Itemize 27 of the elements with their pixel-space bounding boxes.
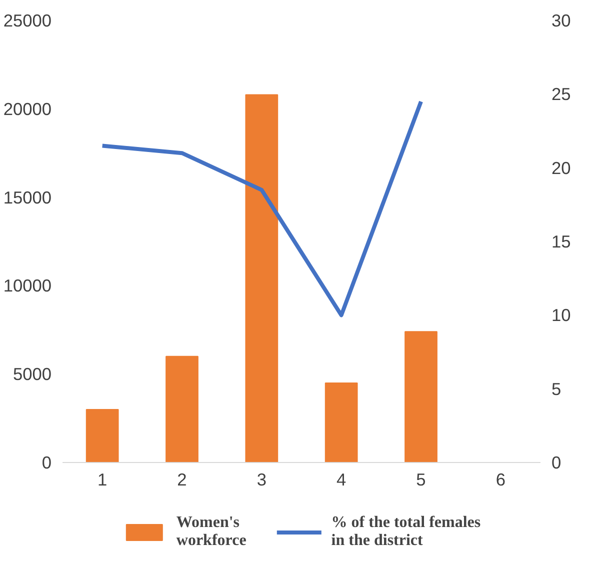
bar	[245, 94, 278, 462]
legend-label: % of the total females in the district	[331, 514, 481, 550]
y2-tick-label: 5	[552, 378, 562, 399]
y2-tick-label: 20	[552, 158, 571, 178]
bar	[166, 356, 198, 462]
x-tick-label: 2	[177, 470, 187, 490]
x-tick-label: 1	[98, 470, 108, 490]
x-tick-label: 3	[256, 470, 266, 490]
legend-label: Women's workforce	[176, 514, 246, 550]
y2-tick-label: 30	[552, 10, 571, 30]
y-tick-label: 5000	[12, 364, 52, 384]
y-tick-label: 25000	[3, 10, 52, 30]
y2-tick-label: 25	[552, 84, 571, 104]
y2-tick-label: 10	[552, 305, 571, 326]
y-tick-label: 10000	[3, 276, 52, 296]
y2-tick-label: 15	[552, 232, 571, 252]
bar	[86, 408, 119, 462]
y-tick-label: 15000	[3, 187, 52, 208]
bar	[404, 331, 438, 462]
line-series	[100, 100, 423, 318]
x-tick-label: 5	[416, 470, 426, 490]
y-tick-label: 0	[42, 452, 52, 472]
bar	[324, 382, 358, 462]
y2-tick-label: 0	[552, 452, 562, 472]
x-tick-label: 6	[496, 470, 506, 490]
y-tick-label: 20000	[3, 98, 52, 119]
x-tick-label: 4	[336, 470, 347, 490]
